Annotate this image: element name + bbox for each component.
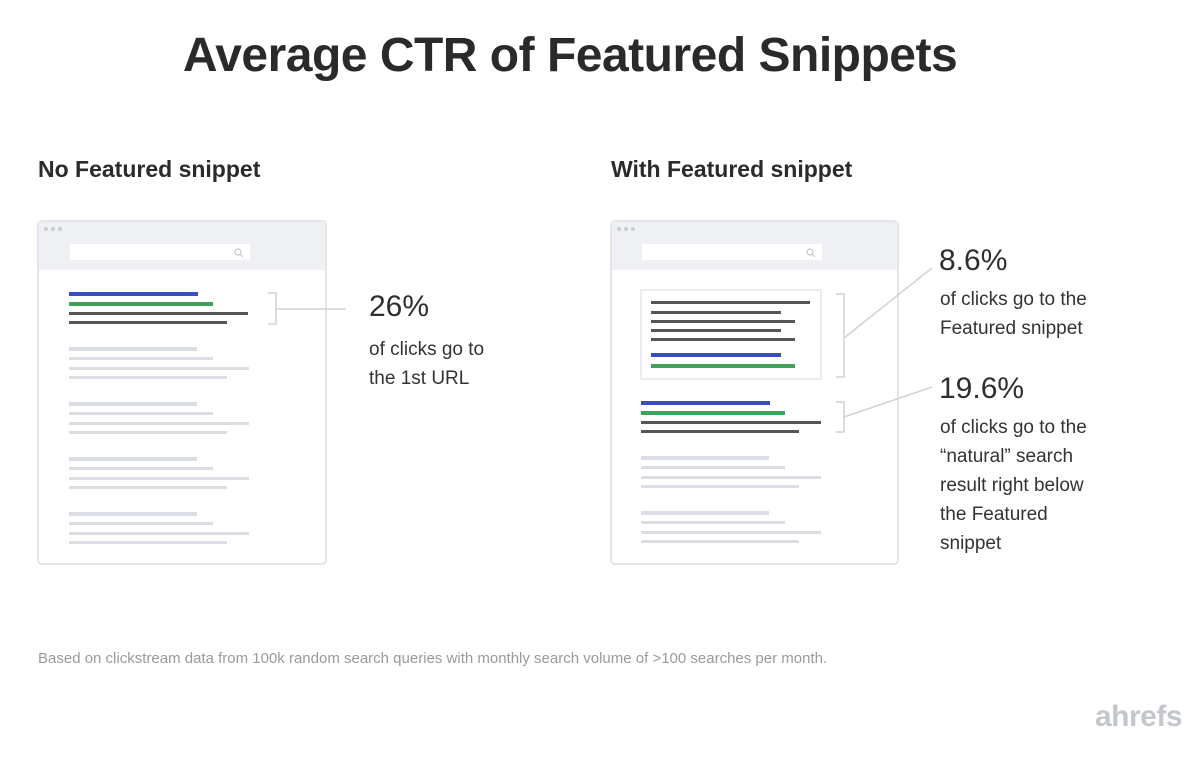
snippet-text-line <box>651 320 795 323</box>
right-browser-window <box>610 220 933 565</box>
natural-stat-line3: result right below <box>940 475 1084 496</box>
snippet-url <box>651 364 795 368</box>
right-window-dot <box>617 227 621 231</box>
left-search-bar <box>70 244 250 260</box>
right-result1-title <box>641 401 770 405</box>
snippet-bracket <box>836 293 845 378</box>
snippet-title-link <box>651 353 781 357</box>
left-window-dot <box>51 227 55 231</box>
left-result1-url <box>69 302 213 306</box>
snippet-text-line <box>651 329 781 332</box>
left-result1-title <box>69 292 198 296</box>
right-result1-url <box>641 411 785 415</box>
natural-stat-value: 19.6% <box>939 372 1025 405</box>
left-result1-desc <box>69 312 248 315</box>
left-window-dot <box>58 227 62 231</box>
left-stat-line1: of clicks go to <box>369 339 485 360</box>
natural-stat-line2: “natural” search <box>940 446 1074 467</box>
ahrefs-logo: ahrefs <box>1094 700 1183 733</box>
right-window-dot <box>624 227 628 231</box>
left-section-heading: No Featured snippet <box>38 156 261 182</box>
right-search-icon <box>806 248 814 256</box>
snippet-stat-line1: of clicks go to the <box>940 289 1087 310</box>
page-title: Average CTR of Featured Snippets <box>182 29 958 82</box>
natural-stat-line5: snippet <box>940 533 1002 554</box>
natural-stat-line4: the Featured <box>940 504 1048 525</box>
right-section-heading: With Featured snippet <box>611 156 853 182</box>
right-result1-desc <box>641 421 821 424</box>
right-placeholder-results <box>641 456 821 543</box>
snippet-text-line <box>651 338 795 341</box>
right-result1-desc <box>641 430 799 433</box>
right-search-bar <box>642 244 822 260</box>
snippet-stat-line2: Featured snippet <box>940 318 1083 339</box>
snippet-connector-line <box>843 267 933 339</box>
left-placeholder-results <box>69 347 249 544</box>
left-search-icon <box>234 248 242 256</box>
footnote: Based on clickstream data from 100k rand… <box>38 650 828 667</box>
left-stat-line2: the 1st URL <box>369 368 470 389</box>
right-window-dot <box>631 227 635 231</box>
snippet-stat-value: 8.6% <box>939 244 1008 277</box>
natural-stat-line1: of clicks go to the <box>940 417 1087 438</box>
snippet-text-line <box>651 301 810 304</box>
left-stat-value: 26% <box>369 290 430 323</box>
snippet-text-line <box>651 311 781 314</box>
natural-connector-line <box>843 386 933 418</box>
left-result1-desc <box>69 321 227 324</box>
left-browser-window <box>37 220 346 565</box>
left-window-dot <box>44 227 48 231</box>
